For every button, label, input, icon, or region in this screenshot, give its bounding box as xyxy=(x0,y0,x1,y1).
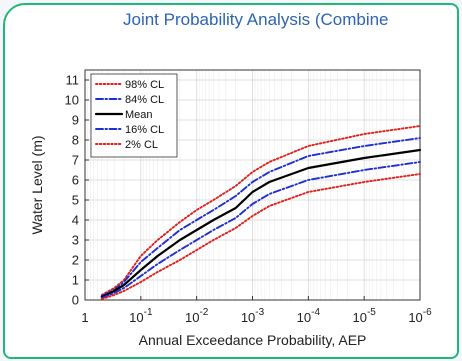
legend-label: 98% CL xyxy=(125,79,164,91)
y-axis-label: Water Level (m) xyxy=(29,135,45,234)
y-tick-label: 11 xyxy=(66,73,80,88)
y-tick-label: 2 xyxy=(72,253,79,268)
y-tick-label: 6 xyxy=(72,173,79,188)
series-line xyxy=(100,137,421,297)
x-tick-label: 10-4 xyxy=(297,307,321,325)
legend-label: Mean xyxy=(125,109,153,121)
x-tick-label: 10-5 xyxy=(352,307,376,325)
y-tick-label: 4 xyxy=(72,213,79,228)
x-tick-label: 10-6 xyxy=(408,307,432,325)
series-line xyxy=(100,173,421,300)
x-axis-label: Annual Exceedance Probability, AEP xyxy=(139,332,367,348)
y-tick-label: 3 xyxy=(72,233,79,248)
series-line xyxy=(100,161,421,299)
legend-label: 2% CL xyxy=(125,139,158,151)
x-tick-label: 10-3 xyxy=(241,307,265,325)
legend-label: 16% CL xyxy=(125,124,164,136)
y-tick-label: 7 xyxy=(72,153,79,168)
series-line xyxy=(100,125,421,296)
y-tick-label: 9 xyxy=(72,113,79,128)
x-tick-label: 10-2 xyxy=(185,307,209,325)
series-line xyxy=(100,148,422,299)
y-tick-label: 8 xyxy=(72,133,79,148)
y-tick-label: 1 xyxy=(72,273,79,288)
legend-label: 84% CL xyxy=(125,94,164,106)
x-tick-label: 10-1 xyxy=(129,307,153,325)
y-tick-label: 10 xyxy=(65,93,79,108)
y-tick-label: 0 xyxy=(72,293,79,308)
y-tick-label: 5 xyxy=(72,193,79,208)
chart-title: Joint Probability Analysis (Combine xyxy=(123,10,389,29)
x-tick-label: 1 xyxy=(81,310,88,325)
